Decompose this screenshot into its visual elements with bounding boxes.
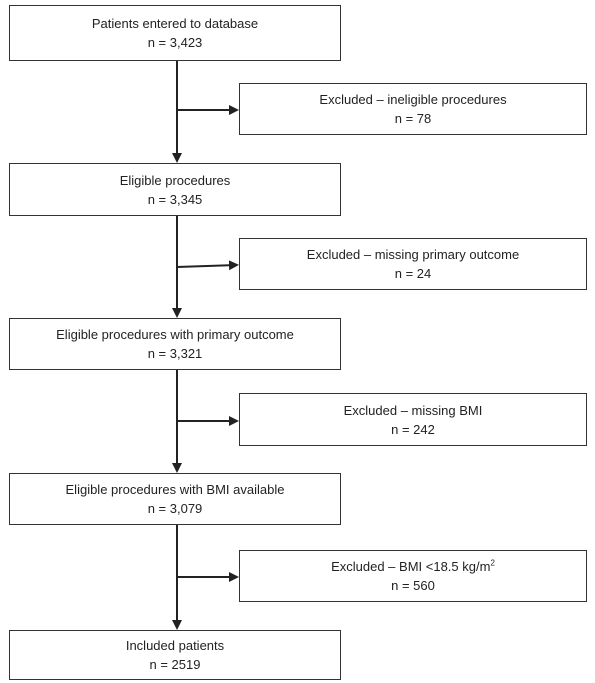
step-count: n = 3,079 — [147, 501, 203, 516]
exclusion-label: Excluded – ineligible procedures — [319, 92, 507, 107]
exclusion-box-missing-outcome: Excluded – missing primary outcome n = 2… — [239, 238, 587, 290]
exclusion-box-low-bmi: Excluded – BMI <18.5 kg/m2 n = 560 — [239, 550, 587, 602]
step-label: Patients entered to database — [91, 16, 259, 31]
step-count: n = 3,423 — [147, 35, 203, 50]
step-count: n = 2519 — [149, 657, 201, 672]
step-box-eligible-procedures: Eligible procedures n = 3,345 — [9, 163, 341, 216]
exclusion-count: n = 560 — [391, 578, 435, 593]
step-box-primary-outcome: Eligible procedures with primary outcome… — [9, 318, 341, 370]
step-label: Included patients — [125, 638, 225, 653]
exclusion-count: n = 78 — [394, 111, 432, 126]
step-count: n = 3,345 — [147, 191, 203, 207]
exclusion-label-superscript: 2 — [490, 558, 495, 568]
exclusion-count: n = 242 — [391, 421, 435, 437]
step-box-included-patients: Included patients n = 2519 — [9, 630, 341, 680]
exclusion-box-ineligible: Excluded – ineligible procedures n = 78 — [239, 83, 587, 135]
step-count: n = 3,321 — [147, 346, 203, 361]
step-box-database: Patients entered to database n = 3,423 — [9, 5, 341, 61]
exclusion-label: Excluded – missing primary outcome — [306, 247, 520, 262]
step-label: Eligible procedures with primary outcome — [56, 327, 294, 342]
step-box-bmi-available: Eligible procedures with BMI available n… — [9, 473, 341, 525]
step-label: Eligible procedures with BMI available — [65, 482, 285, 497]
exclusion-label: Excluded – missing BMI — [343, 402, 483, 418]
exclusion-label-text: Excluded – BMI <18.5 kg/m — [331, 559, 491, 574]
step-label: Eligible procedures — [119, 172, 231, 188]
exclusion-count: n = 24 — [394, 266, 432, 281]
arrow-right-2 — [176, 260, 239, 271]
exclusion-label: Excluded – BMI <18.5 kg/m2 — [331, 557, 495, 576]
exclusion-box-missing-bmi: Excluded – missing BMI n = 242 — [239, 393, 587, 446]
